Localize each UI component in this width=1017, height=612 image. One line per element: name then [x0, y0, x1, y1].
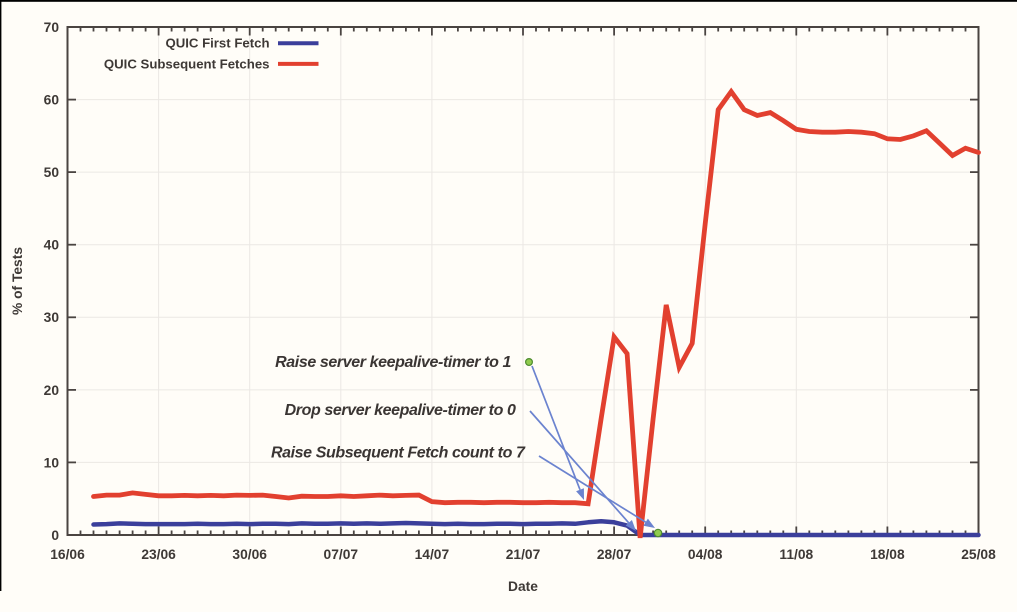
svg-text:QUIC First Fetch: QUIC First Fetch [165, 36, 269, 51]
svg-text:0: 0 [51, 528, 59, 543]
svg-text:Date: Date [508, 579, 538, 594]
svg-text:Raise Subsequent Fetch count t: Raise Subsequent Fetch count to 7 [271, 445, 526, 462]
svg-text:11/08: 11/08 [779, 547, 813, 562]
svg-text:14/07: 14/07 [415, 547, 450, 562]
svg-text:21/07: 21/07 [506, 547, 541, 562]
svg-text:70: 70 [44, 20, 60, 35]
svg-text:18/08: 18/08 [870, 547, 905, 562]
svg-text:07/07: 07/07 [324, 547, 359, 562]
svg-text:40: 40 [44, 238, 60, 253]
svg-text:50: 50 [44, 165, 60, 180]
svg-text:30/06: 30/06 [232, 547, 267, 562]
svg-text:10: 10 [44, 455, 60, 470]
svg-text:25/08: 25/08 [961, 547, 996, 562]
svg-text:04/08: 04/08 [688, 547, 723, 562]
svg-text:30: 30 [44, 310, 60, 325]
svg-text:28/07: 28/07 [597, 547, 632, 562]
svg-text:Raise server keepalive-timer t: Raise server keepalive-timer to 1 [275, 354, 511, 371]
svg-text:16/06: 16/06 [50, 547, 85, 562]
svg-text:Drop server keepalive-timer to: Drop server keepalive-timer to 0 [285, 402, 516, 419]
svg-text:QUIC Subsequent Fetches: QUIC Subsequent Fetches [104, 56, 270, 71]
svg-text:20: 20 [44, 383, 60, 398]
svg-text:23/06: 23/06 [141, 547, 176, 562]
svg-text:% of Tests: % of Tests [10, 247, 25, 315]
svg-text:60: 60 [44, 93, 60, 108]
